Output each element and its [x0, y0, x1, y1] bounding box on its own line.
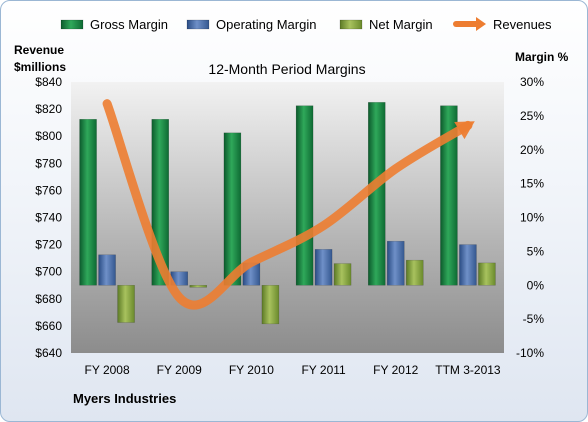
right-axis-tick-label: 10% [520, 211, 544, 225]
left-axis-tick-label: $800 [35, 129, 62, 143]
left-axis-tick-label: $780 [35, 156, 62, 170]
right-axis-ticks: -10% -5% 0% 5% 10% 15% 20% 25% 30% [516, 75, 544, 360]
right-axis-tick-label: 20% [520, 143, 544, 157]
left-axis-tick-label: $820 [35, 102, 62, 116]
operating-margin-bar [98, 254, 116, 286]
x-axis-ticks: FY 2008 FY 2009 FY 2010 FY 2011 FY 2012 TTM 3… [85, 363, 501, 377]
gross-margin-bar [440, 105, 458, 286]
plot-area [71, 82, 504, 353]
net-margin-bar [406, 259, 424, 286]
legend-net-margin-swatch [339, 19, 363, 30]
right-axis-tick-label: -10% [516, 346, 544, 360]
operating-margin-bar [387, 240, 405, 286]
left-axis-tick-label: $660 [35, 319, 62, 333]
legend-net-margin-label: Net Margin [369, 17, 433, 32]
revenue-line-path [102, 99, 473, 310]
net-margin-bar [478, 262, 496, 286]
x-axis-tick-label: FY 2010 [229, 363, 274, 377]
left-axis-title-line1: Revenue [14, 43, 64, 57]
net-margin-bar [117, 285, 135, 323]
left-axis-tick-label: $760 [35, 183, 62, 197]
legend-gross-margin-label: Gross Margin [90, 17, 168, 32]
left-axis-tick-label: $720 [35, 238, 62, 252]
company-name: Myers Industries [73, 391, 176, 406]
x-axis-tick-label: FY 2011 [301, 363, 346, 377]
right-axis-tick-label: 5% [527, 244, 545, 258]
legend-operating-margin-swatch [186, 19, 210, 30]
left-axis-tick-label: $740 [35, 211, 62, 225]
legend-revenues-arrow [476, 17, 486, 31]
revenue-arrow-head [454, 121, 475, 140]
left-axis-tick-label: $640 [35, 346, 62, 360]
legend-gross-margin-swatch [60, 19, 84, 30]
x-axis-tick-label: FY 2012 [373, 363, 418, 377]
x-axis-tick-label: FY 2009 [157, 363, 202, 377]
left-axis-ticks: $640 $660 $680 $700 $720 $740 $760 $780 $800 $820… [35, 75, 62, 360]
x-axis-tick-label: TTM 3-2013 [435, 363, 501, 377]
right-axis-title: Margin % [515, 50, 569, 64]
right-axis-tick-label: -5% [523, 312, 545, 326]
net-margin-bar [333, 263, 352, 286]
legend-operating-margin-label: Operating Margin [216, 17, 316, 32]
gross-margin-bar [223, 132, 242, 286]
revenue-line [102, 99, 475, 310]
left-axis-title-line2: $millions [14, 60, 66, 74]
operating-margin-bar [459, 244, 477, 286]
gross-margin-bar [295, 105, 314, 286]
chart-title: 12-Month Period Margins [208, 61, 365, 77]
right-axis-tick-label: 15% [520, 177, 544, 191]
net-margin-bar [261, 285, 280, 325]
legend: Gross Margin Operating Margin Net Margin Re… [60, 17, 552, 32]
right-axis-tick-label: 25% [520, 109, 544, 123]
left-axis-tick-label: $700 [35, 265, 62, 279]
legend-revenues-label: Revenues [493, 17, 552, 32]
left-axis-tick-label: $840 [35, 75, 62, 89]
left-axis-tick-label: $680 [35, 292, 62, 306]
x-axis-tick-label: FY 2008 [85, 363, 130, 377]
net-margin-bar [189, 285, 207, 288]
gross-margin-bar [79, 119, 97, 286]
right-axis-tick-label: 30% [520, 75, 544, 89]
right-axis-tick-label: 0% [527, 278, 545, 292]
operating-margin-bar [314, 249, 333, 286]
